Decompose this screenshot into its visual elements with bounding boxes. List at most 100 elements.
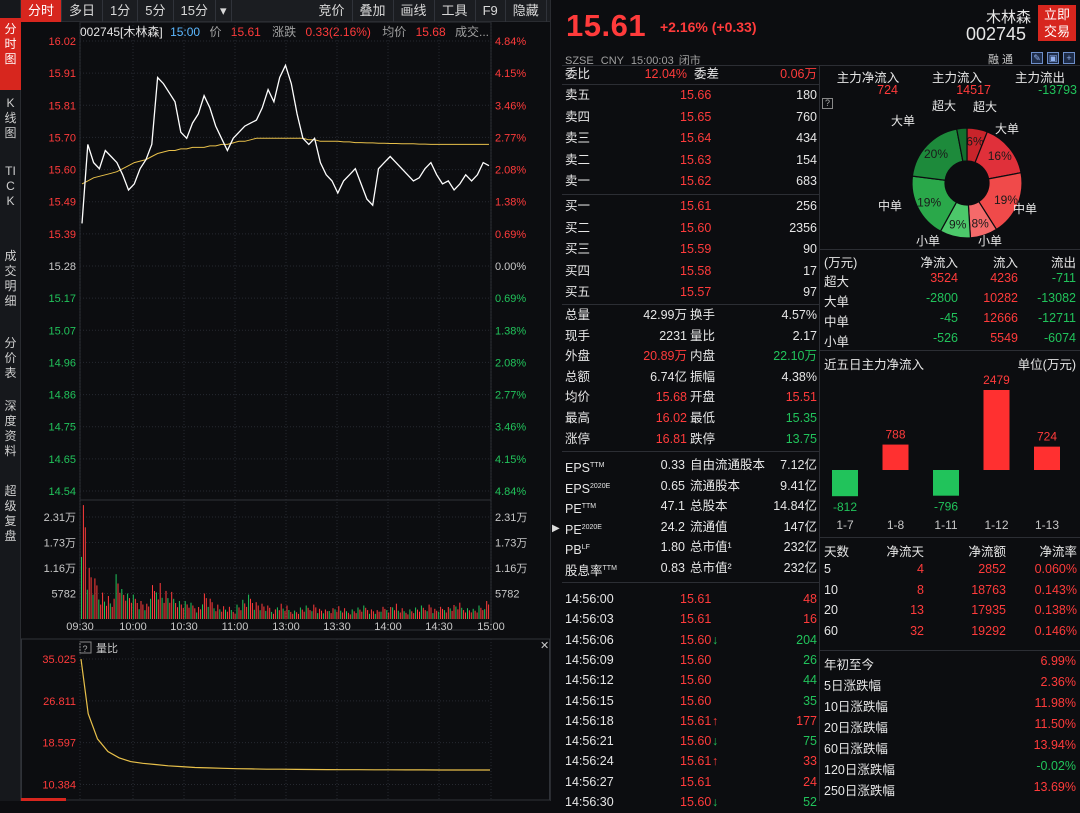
toolbar-item-8[interactable]: 画线 [394, 0, 435, 22]
main-inflow-value: 14517 [956, 83, 991, 97]
volume-bar [338, 606, 340, 619]
avg-price-line [81, 137, 489, 185]
toolbar-item-1[interactable]: 多日 [62, 0, 104, 22]
bid-price: 15.58 [680, 263, 712, 278]
perf-value: 6.99% [1040, 654, 1076, 668]
sidebar-tab-3[interactable]: 成交明细 [4, 249, 17, 308]
ask-row: 卖五 15.66 180 [562, 85, 819, 106]
ask-row: 卖一 15.62 683 [562, 171, 819, 192]
volume-bar [257, 605, 259, 619]
volume-bar [317, 613, 319, 619]
fund-label: PETTM [565, 496, 596, 520]
volume-bar [369, 613, 370, 619]
volume-bar [349, 614, 351, 619]
days-table-header: 净流额 [968, 545, 1006, 559]
fund-value: 0.83 [660, 561, 685, 575]
toolbar-item-3[interactable]: 5分 [138, 0, 174, 22]
volume-bar [284, 610, 286, 619]
volume-bar [346, 611, 347, 619]
edit-icon[interactable]: ✎ [1031, 52, 1043, 64]
fund-label-sup: TTM [581, 503, 597, 511]
toolbar-item-0[interactable]: 分时 [21, 0, 63, 22]
volume-bar [209, 598, 211, 619]
stat-value: 13.75 [785, 431, 817, 446]
trade-now-button[interactable]: 立即交易 [1038, 5, 1076, 41]
trade-tick-row: 14:56:15 15.60 35 [562, 691, 819, 712]
toolbar-item-11[interactable]: 隐藏 [506, 0, 547, 22]
stat-row: 总额 6.74亿 振幅 4.38% [562, 367, 819, 388]
collapse-arrow-icon[interactable]: ▶ [552, 523, 560, 534]
vol-tick-label: 5782 [52, 589, 76, 601]
add-icon[interactable]: + [1063, 52, 1075, 64]
toolbar-item-4[interactable]: 15分 [174, 0, 216, 22]
toolbar-item-2[interactable]: 1分 [103, 0, 139, 22]
ask-label: 卖二 [565, 152, 591, 167]
donut-category-label: 中单 [878, 199, 903, 213]
toolbar-item-5[interactable]: ▾ [216, 0, 232, 22]
volume-bar [411, 611, 413, 619]
sidebar-tab-5[interactable]: 深度资料 [4, 399, 17, 458]
tick-price: 15.61 [680, 774, 712, 789]
donut-pct-label: 8% [971, 216, 989, 230]
intraday-price-chart[interactable]: 16.02 4.84% 15.91 4.15% 15.81 3.46% 15.70 2.77%… [21, 22, 550, 801]
flow-table-cell: 小单 [824, 335, 850, 349]
stat-value: 42.99万 [643, 308, 687, 322]
help-icon[interactable]: ? [822, 98, 833, 109]
tick-volume: 177 [796, 713, 817, 728]
volume-bar [226, 611, 228, 619]
toolbar-item-9[interactable]: 工具 [435, 0, 476, 22]
ask-price: 15.65 [680, 109, 712, 124]
tick-time: 14:56:15 [565, 693, 614, 708]
sidebar-tab-6[interactable]: 超级复盘 [4, 484, 17, 543]
stat-value: 2231 [659, 328, 687, 343]
volume-bar [82, 505, 84, 619]
volume-bar [107, 596, 109, 619]
volume-bar [200, 609, 202, 619]
window-icon[interactable]: ▣ [1047, 52, 1059, 64]
flow-table-cell: -6074 [1044, 331, 1076, 345]
volume-bar [303, 611, 305, 619]
volume-bar [463, 610, 465, 619]
sidebar-tab-4[interactable]: 分价表 [4, 336, 17, 380]
sidebar-tab-1[interactable]: K线图 [4, 96, 17, 140]
volume-bar [311, 611, 313, 619]
fund-label-main: PE [565, 522, 582, 537]
fund-label: 流通股本 [690, 478, 741, 493]
tick-price: 15.60 [680, 673, 712, 688]
close-icon: ✕ [540, 640, 549, 652]
price-line [81, 63, 490, 224]
bid-price: 15.60 [680, 220, 712, 235]
vol-tick-label-right: 5782 [495, 589, 519, 601]
toolbar-item-6[interactable]: 竞价 [312, 0, 353, 22]
volume-bar [251, 603, 253, 619]
vol-tick-label-right: 2.31万 [495, 512, 527, 524]
tick-direction-icon: ↓ [712, 795, 719, 809]
price-tick-label: 15.60 [48, 165, 76, 177]
volume-bar [250, 598, 251, 619]
days-table-cell: 17935 [971, 603, 1006, 617]
tick-time: 14:56:18 [565, 713, 614, 728]
volume-bar [401, 608, 403, 619]
sidebar-tab-0[interactable]: 分时图 [0, 18, 21, 90]
panel-divider[interactable]: ▶ [550, 0, 562, 801]
fundamental-row: 0.83 总市值² 232亿 股息率TTM [562, 558, 819, 579]
bid-row: 买二 15.60 2356 [562, 218, 819, 239]
tick-volume: 35 [803, 693, 817, 708]
volume-bar [461, 607, 463, 619]
fund-value: 1.80 [660, 540, 685, 555]
ask-volume: 154 [796, 152, 817, 167]
bid-row: 买五 15.57 97 [562, 282, 819, 303]
stock-name: 木林森 [986, 9, 1032, 26]
volume-bar [175, 603, 177, 619]
volume-bar [278, 610, 280, 619]
volume-bar [269, 607, 271, 619]
stat-row: 总量 42.99万 换手 4.57% [562, 305, 819, 326]
volume-bar [196, 612, 198, 619]
five-day-flow-chart: -812 1-7 788 1-8 -796 1-11 2479 1-12 724 1-13 [832, 373, 1060, 532]
toolbar-item-7[interactable]: 叠加 [353, 0, 394, 22]
sidebar-tab-2[interactable]: TICK [5, 164, 16, 208]
ask-volume: 683 [796, 174, 817, 189]
volume-bar [98, 599, 100, 619]
toolbar-item-10[interactable]: F9 [476, 0, 506, 22]
bid-volume: 17 [803, 263, 817, 278]
